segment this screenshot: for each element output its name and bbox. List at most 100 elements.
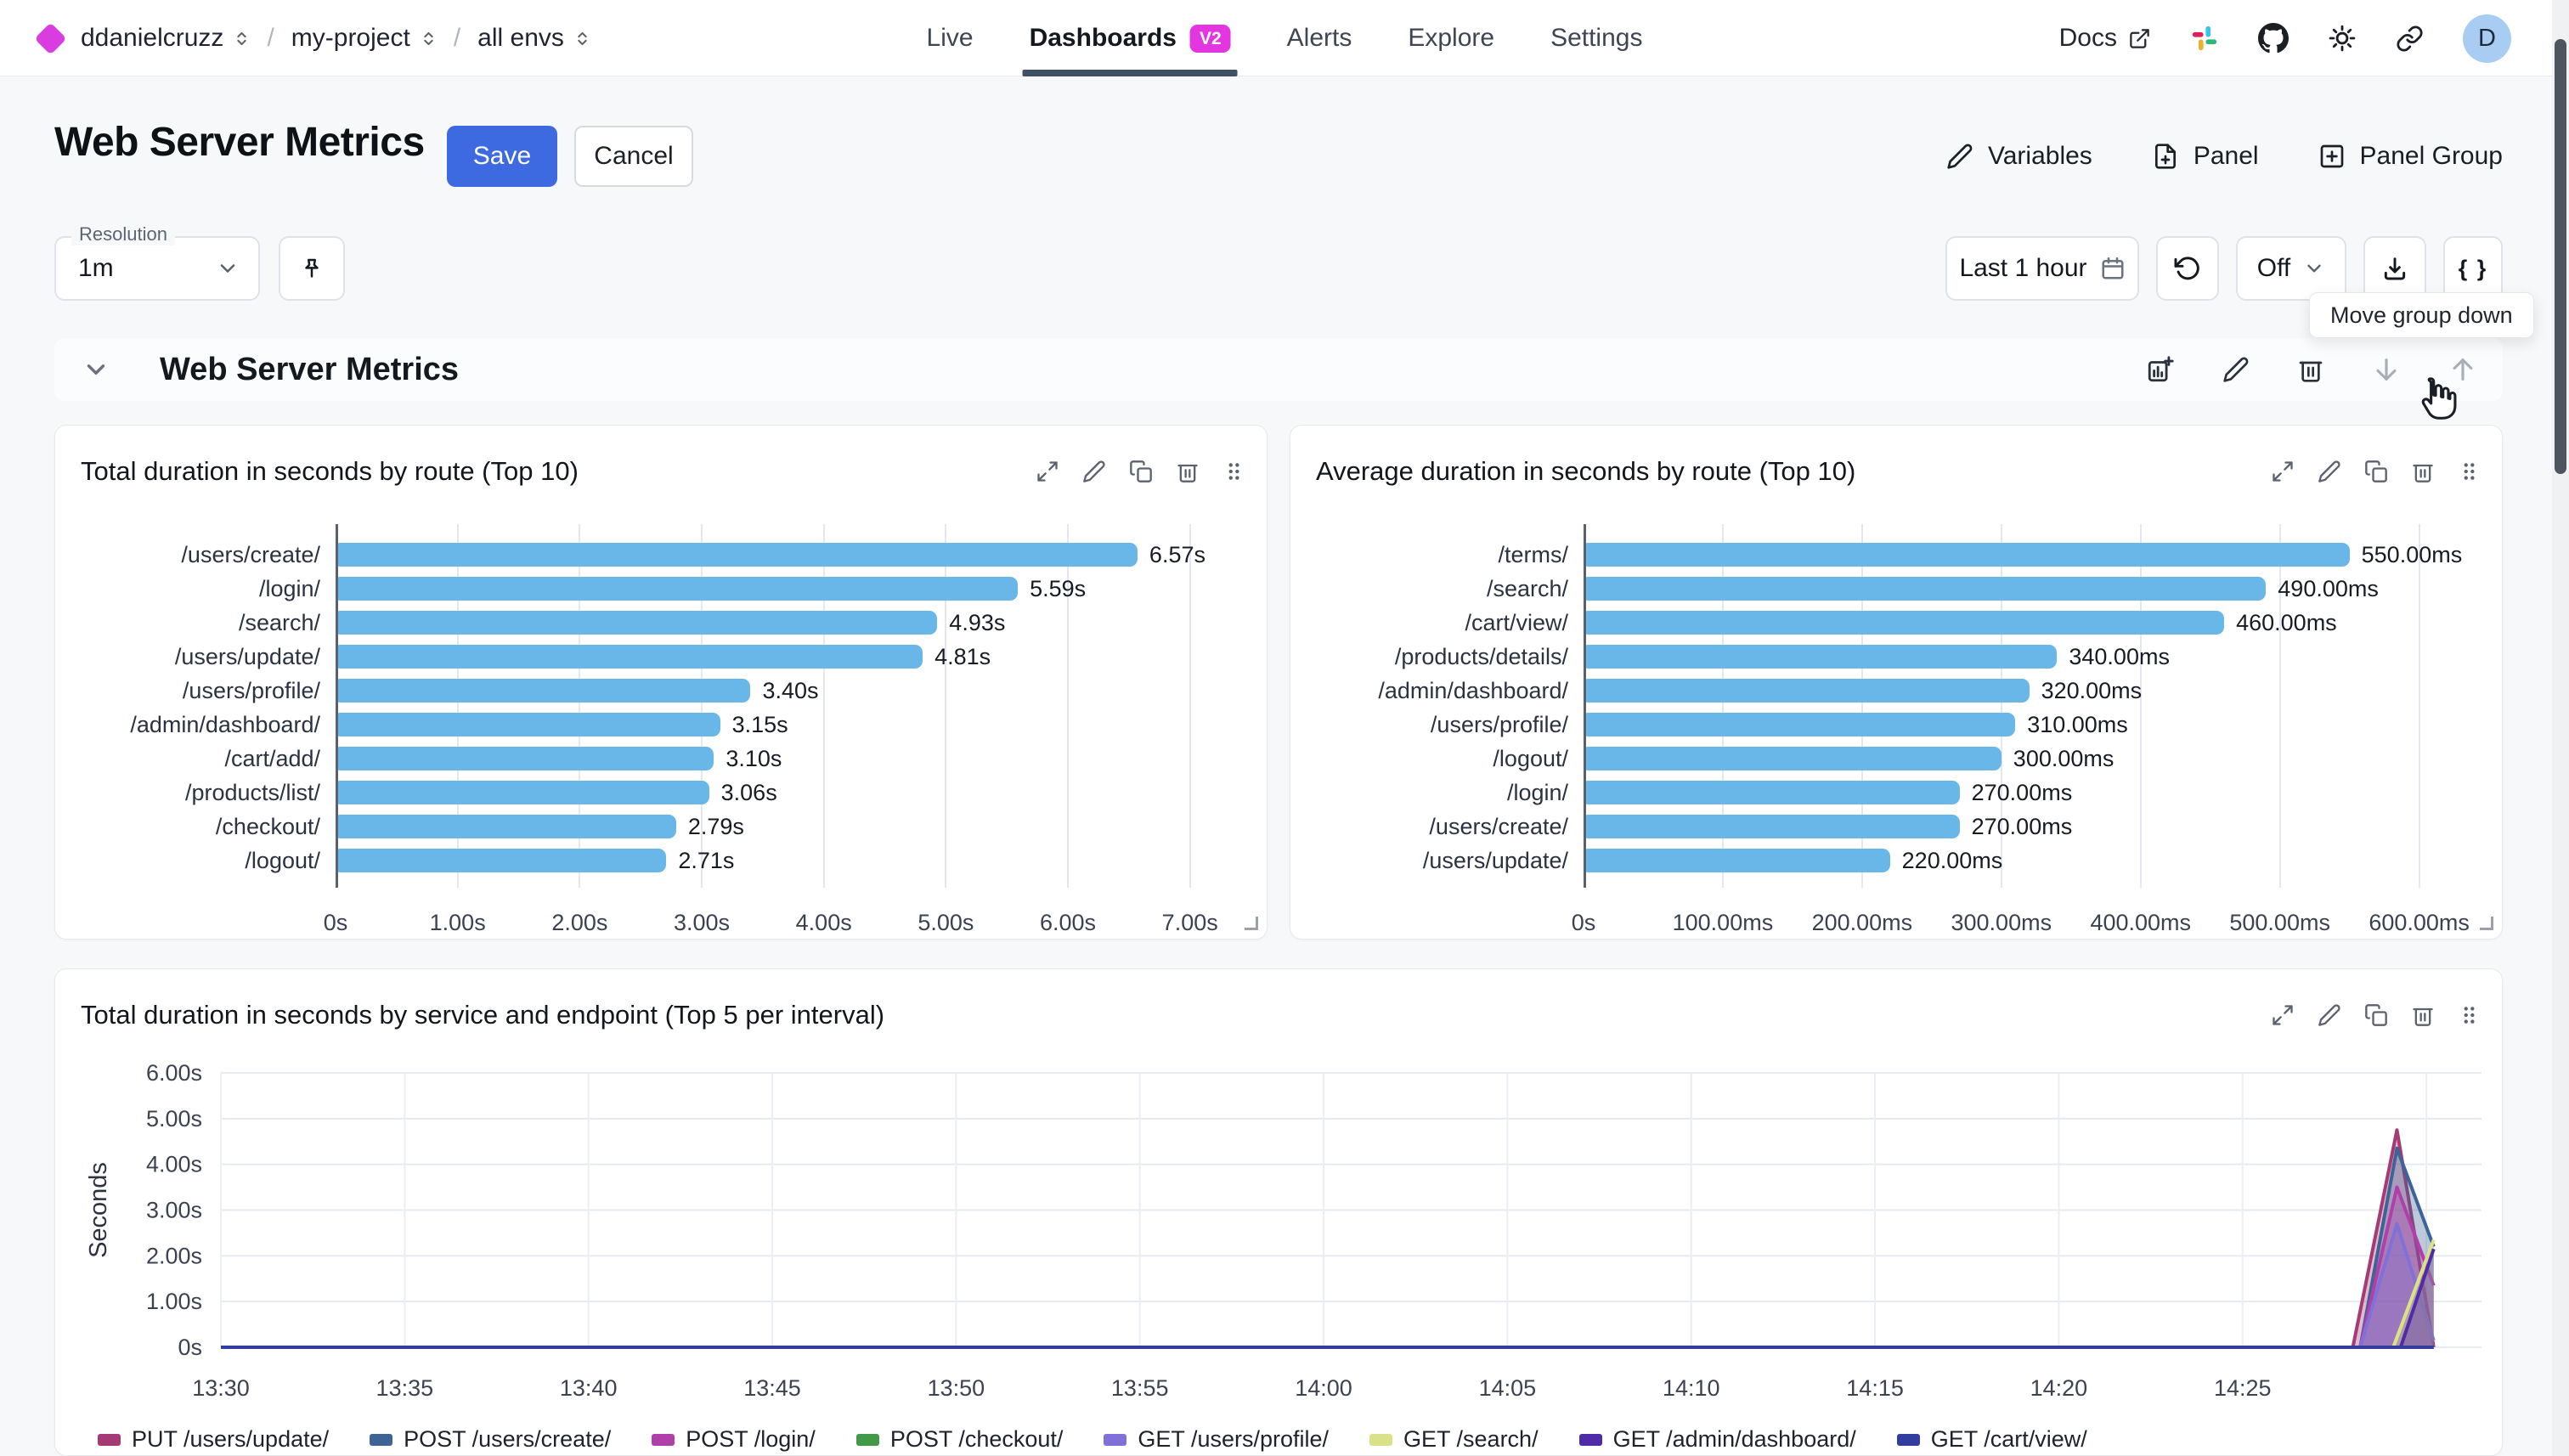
legend-item[interactable]: POST /users/create/	[370, 1426, 611, 1453]
panel-group-header: Web Server Metrics	[54, 338, 2503, 401]
add-panel-group-button[interactable]: Panel Group	[2318, 142, 2503, 171]
bar-category-label: /users/create/	[1429, 813, 1568, 839]
delete-panel-icon[interactable]	[2411, 460, 2435, 483]
bar	[1584, 849, 1890, 872]
page-scrollbar[interactable]	[2552, 0, 2569, 1456]
download-button[interactable]	[2363, 236, 2426, 301]
refresh-button[interactable]	[2156, 236, 2219, 301]
delete-panel-icon[interactable]	[2411, 1003, 2435, 1027]
tab-alerts[interactable]: Alerts	[1287, 0, 1352, 76]
share-link-icon[interactable]	[2396, 25, 2424, 53]
download-icon	[2384, 257, 2406, 280]
bar-category-label: /logout/	[245, 847, 320, 873]
drag-handle-icon[interactable]	[1222, 460, 1245, 483]
edit-group-icon[interactable]	[2222, 356, 2250, 383]
pin-button[interactable]	[279, 236, 345, 301]
auto-refresh-select[interactable]: Off	[2236, 236, 2346, 301]
move-group-down-button[interactable]	[2372, 355, 2401, 384]
time-range-button[interactable]: Last 1 hour	[1945, 236, 2139, 301]
bar-chart-avg-duration: /terms/550.00ms/search/490.00ms/cart/vie…	[1316, 524, 2470, 949]
x-tick-label: 500.00ms	[2229, 910, 2330, 935]
drag-handle-icon[interactable]	[2458, 460, 2480, 483]
legend-item[interactable]: POST /checkout/	[855, 1426, 1063, 1453]
bar-track: 5.59s	[336, 576, 1233, 602]
tab-dashboards[interactable]: Dashboards V2	[1022, 0, 1238, 76]
app-logo-icon[interactable]	[34, 21, 67, 55]
chevron-down-icon	[216, 257, 240, 280]
gridline	[2000, 524, 2002, 888]
breadcrumb-project[interactable]: my-project	[291, 24, 437, 53]
cancel-button[interactable]: Cancel	[574, 126, 693, 187]
legend-item[interactable]: GET /admin/dashboard/	[1578, 1426, 1856, 1453]
gridline	[2139, 524, 2142, 888]
tab-explore[interactable]: Explore	[1408, 0, 1494, 76]
bar-track: 2.79s	[336, 814, 1233, 840]
bar-track: 270.00ms	[1584, 780, 2468, 806]
expand-panel-icon[interactable]	[2271, 1003, 2295, 1027]
legend-swatch-icon	[1104, 1433, 1127, 1446]
bar-value-label: 310.00ms	[2027, 711, 2128, 737]
slack-icon[interactable]	[2190, 24, 2219, 53]
delete-group-icon[interactable]	[2297, 356, 2324, 383]
duplicate-panel-icon[interactable]	[2364, 460, 2388, 483]
edit-panel-icon[interactable]	[2318, 460, 2341, 483]
legend-item[interactable]: GET /users/profile/	[1104, 1426, 1329, 1453]
expand-panel-icon[interactable]	[1036, 460, 1059, 483]
legend-swatch-icon	[1369, 1433, 1393, 1446]
drag-handle-icon[interactable]	[2458, 1004, 2480, 1026]
panel-resize-handle[interactable]	[2480, 917, 2493, 930]
edit-panel-icon[interactable]	[2318, 1003, 2341, 1027]
axis-label: 6.00s	[146, 1060, 202, 1086]
bar-row: /admin/dashboard/3.15s	[81, 708, 1233, 742]
top-nav-bar: ddanielcruzz / my-project / all envs Liv…	[0, 0, 2569, 76]
tab-live[interactable]: Live	[927, 0, 974, 76]
tab-label: Settings	[1550, 24, 1643, 52]
delete-panel-icon[interactable]	[1176, 460, 1200, 483]
add-panel-to-group-icon[interactable]	[2146, 355, 2175, 384]
duplicate-panel-icon[interactable]	[1129, 460, 1153, 483]
bar-value-label: 320.00ms	[2041, 677, 2143, 703]
expand-panel-icon[interactable]	[2271, 460, 2295, 483]
panel-resize-handle[interactable]	[1245, 917, 1258, 930]
legend-swatch-icon	[1578, 1433, 1602, 1446]
legend-swatch-icon	[652, 1433, 675, 1446]
bar-track: 320.00ms	[1584, 678, 2468, 704]
bar-track: 3.15s	[336, 712, 1233, 738]
docs-link[interactable]: Docs	[2059, 24, 2151, 53]
duplicate-panel-icon[interactable]	[2364, 1003, 2388, 1027]
legend-item[interactable]: GET /cart/view/	[1896, 1426, 2087, 1453]
move-group-up-button[interactable]	[2448, 355, 2477, 384]
legend-item[interactable]: PUT /users/update/	[98, 1426, 329, 1453]
resolution-value: 1m	[78, 254, 114, 282]
axis-label: 13:30	[192, 1375, 250, 1401]
add-panel-button[interactable]: Panel	[2152, 142, 2259, 171]
save-button[interactable]: Save	[447, 126, 557, 187]
tab-settings[interactable]: Settings	[1550, 0, 1642, 76]
gridlines	[336, 524, 1233, 888]
scrollbar-thumb[interactable]	[2555, 39, 2566, 474]
axis-label: Seconds	[85, 1162, 112, 1258]
breadcrumb-org[interactable]: ddanielcruzz	[81, 24, 250, 53]
json-code-button[interactable]: { }	[2443, 236, 2503, 301]
legend-item[interactable]: GET /search/	[1369, 1426, 1539, 1453]
theme-toggle-sun-icon[interactable]	[2328, 24, 2357, 53]
edit-panel-icon[interactable]	[1082, 460, 1106, 483]
resolution-select[interactable]: Resolution 1m	[54, 223, 260, 301]
variables-button[interactable]: Variables	[1946, 142, 2092, 171]
bar-rows: /terms/550.00ms/search/490.00ms/cart/vie…	[1316, 538, 2468, 878]
bar-track: 220.00ms	[1584, 848, 2468, 874]
bar-plot-area: /users/create/6.57s/login/5.59s/search/4…	[81, 524, 1233, 888]
panel-title: Total duration in seconds by route (Top …	[81, 456, 579, 486]
bar-row: /admin/dashboard/320.00ms	[1316, 674, 2468, 708]
tab-label: Live	[926, 24, 974, 52]
breadcrumb-env[interactable]: all envs	[477, 24, 590, 53]
github-icon[interactable]	[2258, 23, 2289, 54]
bar	[1584, 781, 1960, 804]
legend-label: PUT /users/update/	[132, 1426, 330, 1452]
legend-label: GET /search/	[1403, 1426, 1539, 1452]
bar	[336, 679, 751, 703]
collapse-group-chevron-icon[interactable]	[82, 355, 110, 384]
bar-value-label: 4.81s	[934, 643, 991, 669]
legend-item[interactable]: POST /login/	[652, 1426, 816, 1453]
user-avatar[interactable]: D	[2463, 14, 2511, 63]
